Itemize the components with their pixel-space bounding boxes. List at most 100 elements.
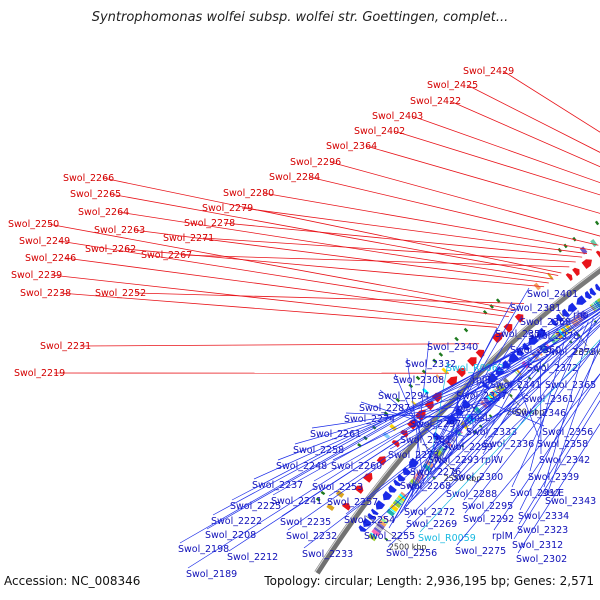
forward-gene-arrow[interactable] [456,368,466,378]
reverse-gene-label[interactable]: Swol_2372 [527,363,578,374]
reverse-gene-label[interactable]: Swol_2360 [510,345,561,356]
forward-gene-label[interactable]: Swol_2284 [269,172,320,183]
reverse-gene-label[interactable]: Swol_2232 [286,531,337,542]
forward-gene-arrow[interactable] [491,332,504,344]
reverse-gene-label[interactable]: Swol_2340 [427,342,478,353]
forward-gene-label[interactable]: Swol_2239 [11,270,62,281]
forward-gene-arrow[interactable] [581,259,592,269]
reverse-gene-label[interactable]: Swol_2288 [446,489,497,500]
forward-gene-arrow[interactable] [565,273,573,281]
forward-gene-arrow[interactable] [354,485,364,494]
forward-gene-arrow[interactable] [514,313,524,323]
reverse-gene-label[interactable]: secY [455,404,477,415]
reverse-gene-arrow[interactable] [382,490,393,501]
forward-gene-arrow[interactable] [595,250,600,259]
reverse-gene-label[interactable]: Swol_2272 [404,507,455,518]
reverse-gene-label[interactable]: Swol_2189 [186,569,237,580]
reverse-gene-arrow[interactable] [388,484,397,493]
forward-gene-label[interactable]: Swol_2425 [427,80,478,91]
reverse-gene-label[interactable]: Swol_2276 [410,467,461,478]
forward-gene-label[interactable]: Swol_2250 [8,219,59,230]
reverse-gene-label[interactable]: Swol_2275 [455,546,506,557]
reverse-gene-arrow[interactable] [402,467,412,475]
forward-gene-label[interactable]: Swol_2278 [184,218,235,229]
reverse-gene-label[interactable]: Swol_2235 [280,517,331,528]
reverse-gene-label[interactable]: rho [573,310,589,321]
forward-gene-label[interactable]: Swol_2252 [95,288,146,299]
reverse-gene-label[interactable]: Swol_2256 [386,548,437,559]
reverse-gene-label[interactable]: Swol_2356 [542,427,593,438]
reverse-gene-label[interactable]: Swol_2334 [518,511,569,522]
reverse-gene-arrow[interactable] [393,479,402,487]
reverse-gene-label[interactable]: Swol_2312 [512,540,563,551]
reverse-gene-label[interactable]: Swol_2357 [495,329,546,340]
reverse-gene-label[interactable]: Swol_2332 [405,359,456,370]
reverse-gene-arrow[interactable] [584,290,593,300]
reverse-gene-label[interactable]: Swol_2261 [310,429,361,440]
forward-gene-label[interactable]: Swol_2279 [202,203,253,214]
reverse-gene-label[interactable]: Swol_2378 [528,331,579,342]
forward-gene-label[interactable]: Swol_2246 [25,253,76,264]
forward-gene-label[interactable]: Swol_2271 [163,233,214,244]
reverse-gene-label[interactable]: Swol_2401 [527,289,578,300]
forward-gene-label[interactable]: Swol_2422 [410,96,461,107]
forward-gene-label[interactable]: Swol_2238 [20,288,71,299]
forward-gene-label[interactable]: Swol_2402 [354,126,405,137]
reverse-gene-label[interactable]: Swol_2308 [393,375,444,386]
forward-gene-label[interactable]: Swol_2249 [19,236,70,247]
reverse-gene-label[interactable]: Swol_2343 [545,496,596,507]
forward-gene-arrow[interactable] [467,357,477,367]
reverse-gene-label[interactable]: Swol_2339 [528,472,579,483]
reverse-gene-label[interactable]: Swol_2269 [406,519,457,530]
reverse-gene-label[interactable]: Swol_2341 [490,380,541,391]
reverse-gene-label[interactable]: Swol_2198 [178,544,229,555]
reverse-gene-arrow[interactable] [551,318,558,327]
reverse-gene-label[interactable]: Swol_2295 [462,501,513,512]
reverse-gene-label[interactable]: Swol_2299 [442,442,493,453]
forward-gene-label[interactable]: Swol_2267 [141,250,192,261]
reverse-gene-arrow[interactable] [397,473,406,482]
reverse-gene-arrow[interactable] [375,500,386,510]
forward-gene-label[interactable]: Swol_2266 [63,173,114,184]
reverse-gene-label[interactable]: Swol_2317 [510,488,561,499]
reverse-gene-label[interactable]: Swol_2222 [211,516,262,527]
reverse-gene-label[interactable]: Swol_2323 [517,525,568,536]
reverse-gene-label[interactable]: Swol_2241 [271,496,322,507]
reverse-gene-label[interactable]: Swol_2302 [516,554,567,565]
reverse-gene-label[interactable]: rplM [492,531,513,542]
reverse-gene-label[interactable]: Swol_2258 [293,445,344,456]
reverse-gene-label[interactable]: rplW [481,455,504,466]
reverse-gene-label[interactable]: Swol_2336 [483,439,534,450]
reverse-gene-label[interactable]: Swol_R0059 [418,533,476,544]
reverse-gene-label[interactable]: Swol_2292 [463,514,514,525]
reverse-gene-label[interactable]: Swol_2254 [344,515,395,526]
reverse-gene-label[interactable]: Swol_2255 [364,531,415,542]
forward-gene-label[interactable]: Swol_2403 [372,111,423,122]
reverse-gene-arrow[interactable] [595,283,600,292]
reverse-gene-label[interactable]: secE [542,488,564,499]
forward-gene-label[interactable]: Swol_2264 [78,207,129,218]
forward-gene-arrow[interactable] [391,440,400,448]
reverse-gene-label[interactable]: rplB [472,375,491,386]
reverse-gene-arrow[interactable] [367,513,376,520]
reverse-gene-label[interactable]: Swol_2342 [539,455,590,466]
reverse-gene-arrow[interactable] [589,287,597,296]
reverse-gene-label[interactable]: Swol_2208 [205,530,256,541]
reverse-gene-label[interactable]: Swol_2260 [331,461,382,472]
reverse-gene-label[interactable]: Swol_2248 [276,461,327,472]
forward-gene-arrow[interactable] [342,503,351,511]
forward-gene-label[interactable]: Swol_2296 [290,157,341,168]
reverse-gene-label[interactable]: Swol_2257 [327,497,378,508]
reverse-gene-label[interactable]: Swol_2273 [388,450,439,461]
reverse-gene-arrow[interactable] [362,518,372,527]
reverse-gene-arrow[interactable] [562,308,570,317]
reverse-gene-label[interactable]: Swol_2381 [510,303,561,314]
reverse-gene-arrow[interactable] [576,295,587,305]
reverse-gene-label[interactable]: Swol_2225 [230,501,281,512]
reverse-gene-arrow[interactable] [537,327,547,338]
reverse-gene-label[interactable]: Swol_2281 [400,435,451,446]
reverse-gene-label[interactable]: Swol_2212 [227,552,278,563]
reverse-gene-label[interactable]: Swol_R0062 [446,363,504,374]
reverse-gene-label[interactable]: Swol_2358 [537,439,588,450]
